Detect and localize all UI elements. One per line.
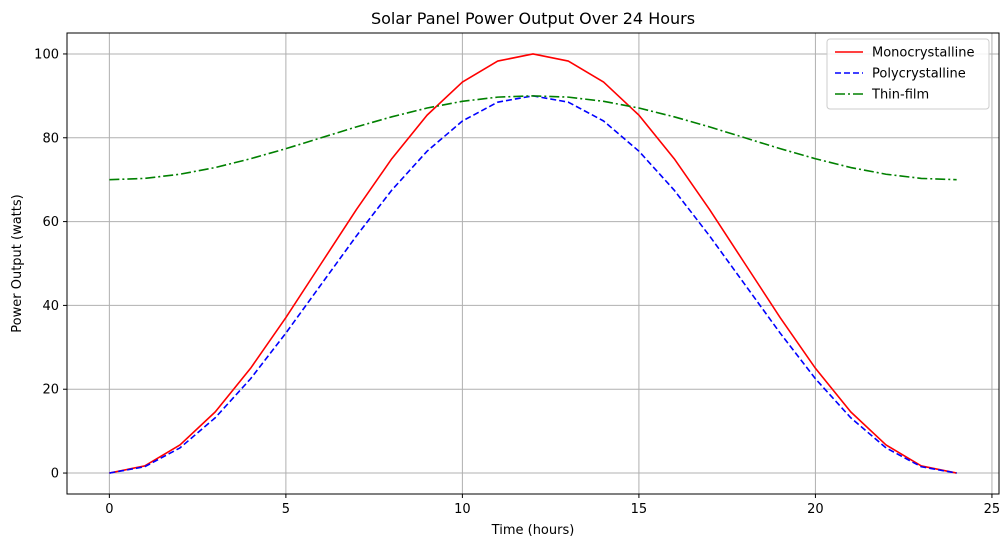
y-tick-label: 60: [42, 215, 59, 230]
series-line-thin-film: [109, 95, 957, 181]
legend-label: Polycrystalline: [872, 67, 966, 82]
axis-ticks: 0 5 10 15 20 25 0 20 40 60 80 100: [34, 47, 1000, 517]
y-tick-label: 80: [42, 131, 59, 146]
legend-label: Thin-film: [871, 88, 929, 103]
legend: Monocrystalline Polycrystalline Thin-film: [826, 38, 990, 110]
y-tick-label: 20: [42, 383, 59, 398]
series-lines: [109, 53, 957, 474]
series-line-polycrystalline: [109, 95, 957, 474]
series-line-monocrystalline: [109, 53, 957, 474]
y-axis-label: Power Output (watts): [10, 194, 25, 332]
x-axis-label: Time (hours): [491, 523, 575, 538]
x-tick-label: 10: [454, 502, 471, 517]
y-tick-label: 0: [51, 467, 59, 482]
x-tick-label: 5: [282, 502, 290, 517]
x-tick-label: 15: [631, 502, 648, 517]
chart-title: Solar Panel Power Output Over 24 Hours: [371, 9, 695, 28]
plot-frame: [66, 32, 1000, 495]
legend-label: Monocrystalline: [872, 46, 974, 61]
x-tick-label: 20: [807, 502, 824, 517]
x-tick-label: 25: [984, 502, 1001, 517]
y-tick-label: 40: [42, 299, 59, 314]
legend-box: [826, 38, 990, 110]
grid: [67, 33, 999, 494]
x-tick-label: 0: [105, 502, 113, 517]
y-tick-label: 100: [34, 47, 59, 62]
